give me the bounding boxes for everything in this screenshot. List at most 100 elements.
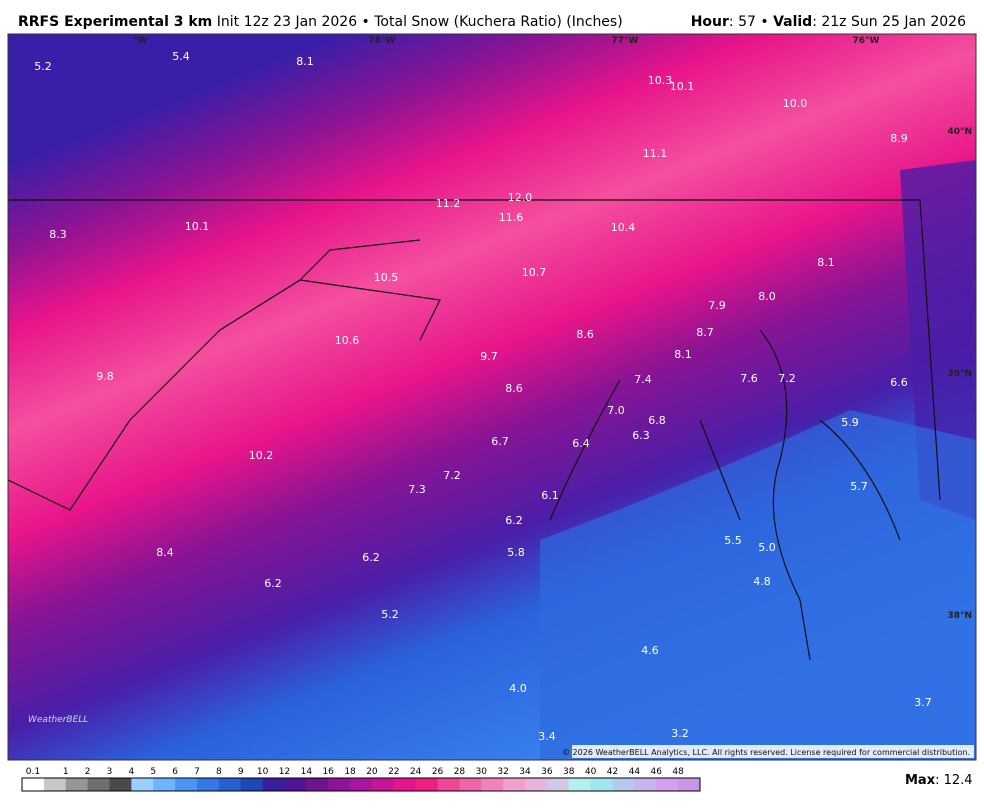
point-label: 8.7	[696, 326, 714, 339]
point-label: 10.6	[335, 334, 360, 347]
point-label: 8.6	[576, 328, 594, 341]
colorbar-label: 18	[344, 767, 356, 777]
point-label: 4.6	[641, 644, 659, 657]
copyright: © 2026 WeatherBELL Analytics, LLC. All r…	[562, 748, 970, 757]
point-label: 6.7	[491, 435, 509, 448]
colorbar-label: 48	[672, 767, 684, 777]
colorbar-label: 10	[257, 767, 269, 777]
point-label: 7.4	[634, 373, 652, 386]
point-label: 8.1	[296, 55, 314, 68]
point-label: 6.8	[648, 414, 666, 427]
colorbar-label: 6	[172, 767, 178, 777]
colorbar-swatch	[481, 778, 504, 791]
colorbar-swatch	[393, 778, 417, 791]
point-label: 9.8	[96, 370, 114, 383]
point-label: 5.7	[850, 480, 868, 493]
colorbar-swatch	[262, 778, 285, 791]
point-label: 11.6	[499, 211, 524, 224]
colorbar-swatch	[656, 778, 679, 791]
point-label: 8.3	[49, 228, 67, 241]
colorbar-label: 42	[607, 767, 618, 777]
colorbar-label: 28	[454, 767, 466, 777]
colorbar-label: 12	[279, 767, 290, 777]
colorbar-label: 20	[366, 767, 378, 777]
point-label: 7.3	[408, 483, 426, 496]
colorbar-swatch	[43, 778, 67, 791]
colorbar-label: 7	[194, 767, 200, 777]
colorbar-label: 4	[128, 767, 134, 777]
colorbar-label: 40	[585, 767, 597, 777]
point-label: 10.4	[611, 221, 636, 234]
colorbar-label: 3	[107, 767, 113, 777]
point-label: 8.9	[890, 132, 908, 145]
point-label: 3.4	[538, 730, 556, 743]
colorbar-swatch	[87, 778, 110, 791]
colorbar-label: 16	[322, 767, 334, 777]
point-label: 8.0	[758, 290, 776, 303]
colorbar-swatch	[131, 778, 154, 791]
point-label: 11.1	[643, 147, 668, 160]
point-label: 6.6	[890, 376, 908, 389]
colorbar-label: 38	[563, 767, 575, 777]
colorbar-label: 0.1	[26, 767, 40, 777]
colorbar-swatch	[546, 778, 570, 791]
point-label: 7.6	[740, 372, 758, 385]
hour: : 57 •	[729, 14, 773, 30]
valid: : 21z Sun 25 Jan 2026	[812, 14, 966, 30]
logo: WeatherBELL	[28, 715, 88, 725]
colorbar-label: 30	[476, 767, 488, 777]
colorbar-swatch	[568, 778, 592, 791]
header-left: RRFS Experimental 3 km Init 12z 23 Jan 2…	[18, 14, 623, 30]
colorbar-label: 5	[150, 767, 156, 777]
point-label: 8.6	[505, 382, 523, 395]
point-label: 10.1	[670, 80, 695, 93]
point-label: 6.4	[572, 437, 590, 450]
state-line	[7, 239, 421, 511]
info: Init 12z 23 Jan 2026 • Total Snow (Kuche…	[217, 14, 623, 30]
point-label: 7.9	[708, 299, 726, 312]
colorbar-swatch	[306, 778, 329, 791]
colorbar-label: 14	[301, 767, 313, 777]
point-label: 10.2	[249, 449, 274, 462]
point-label: 5.2	[381, 608, 399, 621]
point-label: 9.7	[480, 350, 498, 363]
colorbar-label: 24	[410, 767, 422, 777]
colorbar-swatch	[525, 778, 548, 791]
point-label: 3.7	[914, 696, 932, 709]
lat-label: 40°N	[947, 127, 972, 137]
colorbar-label: 1	[63, 767, 69, 777]
point-label: 10.1	[185, 220, 210, 233]
colorbar-label: 8	[216, 767, 222, 777]
max-label: Max	[905, 773, 936, 788]
colorbar-label: 36	[541, 767, 553, 777]
point-label: 6.3	[632, 429, 650, 442]
colorbar-swatch	[612, 778, 635, 791]
colorbar-label: 22	[388, 767, 399, 777]
colorbar-swatch	[153, 778, 176, 791]
point-label: 10.0	[783, 97, 808, 110]
colorbar-frame	[21, 777, 701, 792]
point-label: 8.1	[817, 256, 835, 269]
point-label: 5.0	[758, 541, 776, 554]
colorbar-label: 32	[497, 767, 508, 777]
colorbar-swatch	[284, 778, 307, 791]
colorbar-label: 46	[651, 767, 663, 777]
max-value: : 12.4	[935, 773, 972, 788]
colorbar-swatch	[175, 778, 198, 791]
point-label: 7.0	[607, 404, 625, 417]
colorbar-label: 34	[519, 767, 531, 777]
point-label: 8.4	[156, 546, 174, 559]
lon-label: 78°W	[369, 36, 396, 46]
point-label: 3.2	[671, 727, 689, 740]
point-label: 7.2	[443, 469, 461, 482]
point-label: 5.2	[34, 60, 52, 73]
colorbar-swatch	[350, 778, 373, 791]
header-right: Hour: 57 • Valid: 21z Sun 25 Jan 2026	[691, 14, 966, 30]
lat-label: 38°N	[947, 611, 972, 621]
colorbar-swatch	[415, 778, 439, 791]
colorbar-swatch	[22, 778, 45, 791]
colorbar-swatch	[459, 778, 482, 791]
point-label: 5.9	[841, 416, 859, 429]
point-label: 10.3	[648, 74, 673, 87]
